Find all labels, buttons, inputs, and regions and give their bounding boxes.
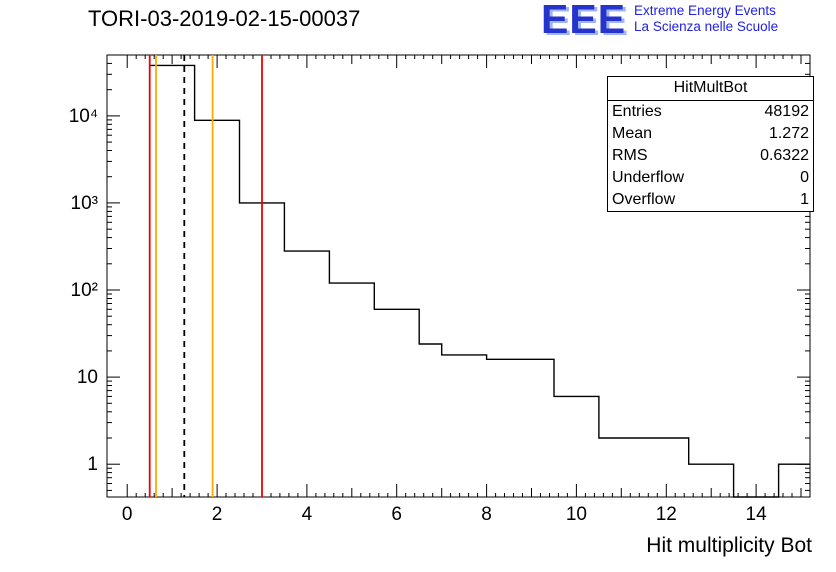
stats-row-label: Overflow — [612, 191, 676, 208]
stats-box: HitMultBot Entries 48192 Mean 1.272 RMS … — [607, 76, 814, 212]
x-tick-label: 6 — [391, 504, 402, 525]
y-tick-label: 10² — [71, 280, 98, 301]
histogram-outline — [149, 64, 810, 498]
stats-row: Overflow 1 — [608, 189, 813, 211]
stats-row: RMS 0.6322 — [608, 145, 813, 167]
y-tick-label: 10⁴ — [69, 106, 98, 127]
x-tick-label: 4 — [302, 504, 313, 525]
x-axis-label: Hit multiplicity Bot — [646, 534, 812, 557]
y-tick-label: 1 — [87, 454, 98, 475]
plot-title: TORI-03-2019-02-15-00037 — [88, 6, 361, 31]
eee-logo: EEE Extreme Energy Events La Scienza nel… — [541, 0, 778, 42]
x-tick-label: 8 — [481, 504, 492, 525]
x-tick-label: 12 — [656, 504, 677, 525]
stats-box-title: HitMultBot — [608, 77, 813, 101]
stats-row-label: Entries — [612, 103, 662, 120]
y-tick-label: 10³ — [71, 193, 98, 214]
plot-frame — [106, 54, 811, 498]
x-tick-label: 0 — [122, 504, 133, 525]
stats-row-value: 0.6322 — [760, 147, 809, 164]
x-tick-label: 14 — [746, 504, 768, 525]
stats-row: Entries 48192 — [608, 101, 813, 123]
stats-row-value: 1.272 — [768, 125, 809, 142]
eee-logo-text: EEE — [541, 0, 627, 42]
stats-row: Mean 1.272 — [608, 123, 813, 145]
stats-row-value: 1 — [800, 191, 809, 208]
stats-row-label: Underflow — [612, 169, 685, 186]
stats-row-label: RMS — [612, 147, 648, 164]
stats-row: Underflow 0 — [608, 167, 813, 189]
x-tick-label: 2 — [212, 504, 223, 525]
logo-line-2: La Scienza nelle Scuole — [634, 19, 779, 34]
stats-row-value: 0 — [800, 169, 809, 186]
stats-row-label: Mean — [612, 125, 653, 142]
y-tick-label: 10 — [77, 367, 98, 388]
stats-row-value: 48192 — [764, 103, 810, 120]
x-tick-label: 10 — [566, 504, 587, 525]
logo-line-1: Extreme Energy Events — [634, 3, 776, 18]
eee-logo-captions: Extreme Energy Events La Scienza nelle S… — [634, 3, 778, 35]
